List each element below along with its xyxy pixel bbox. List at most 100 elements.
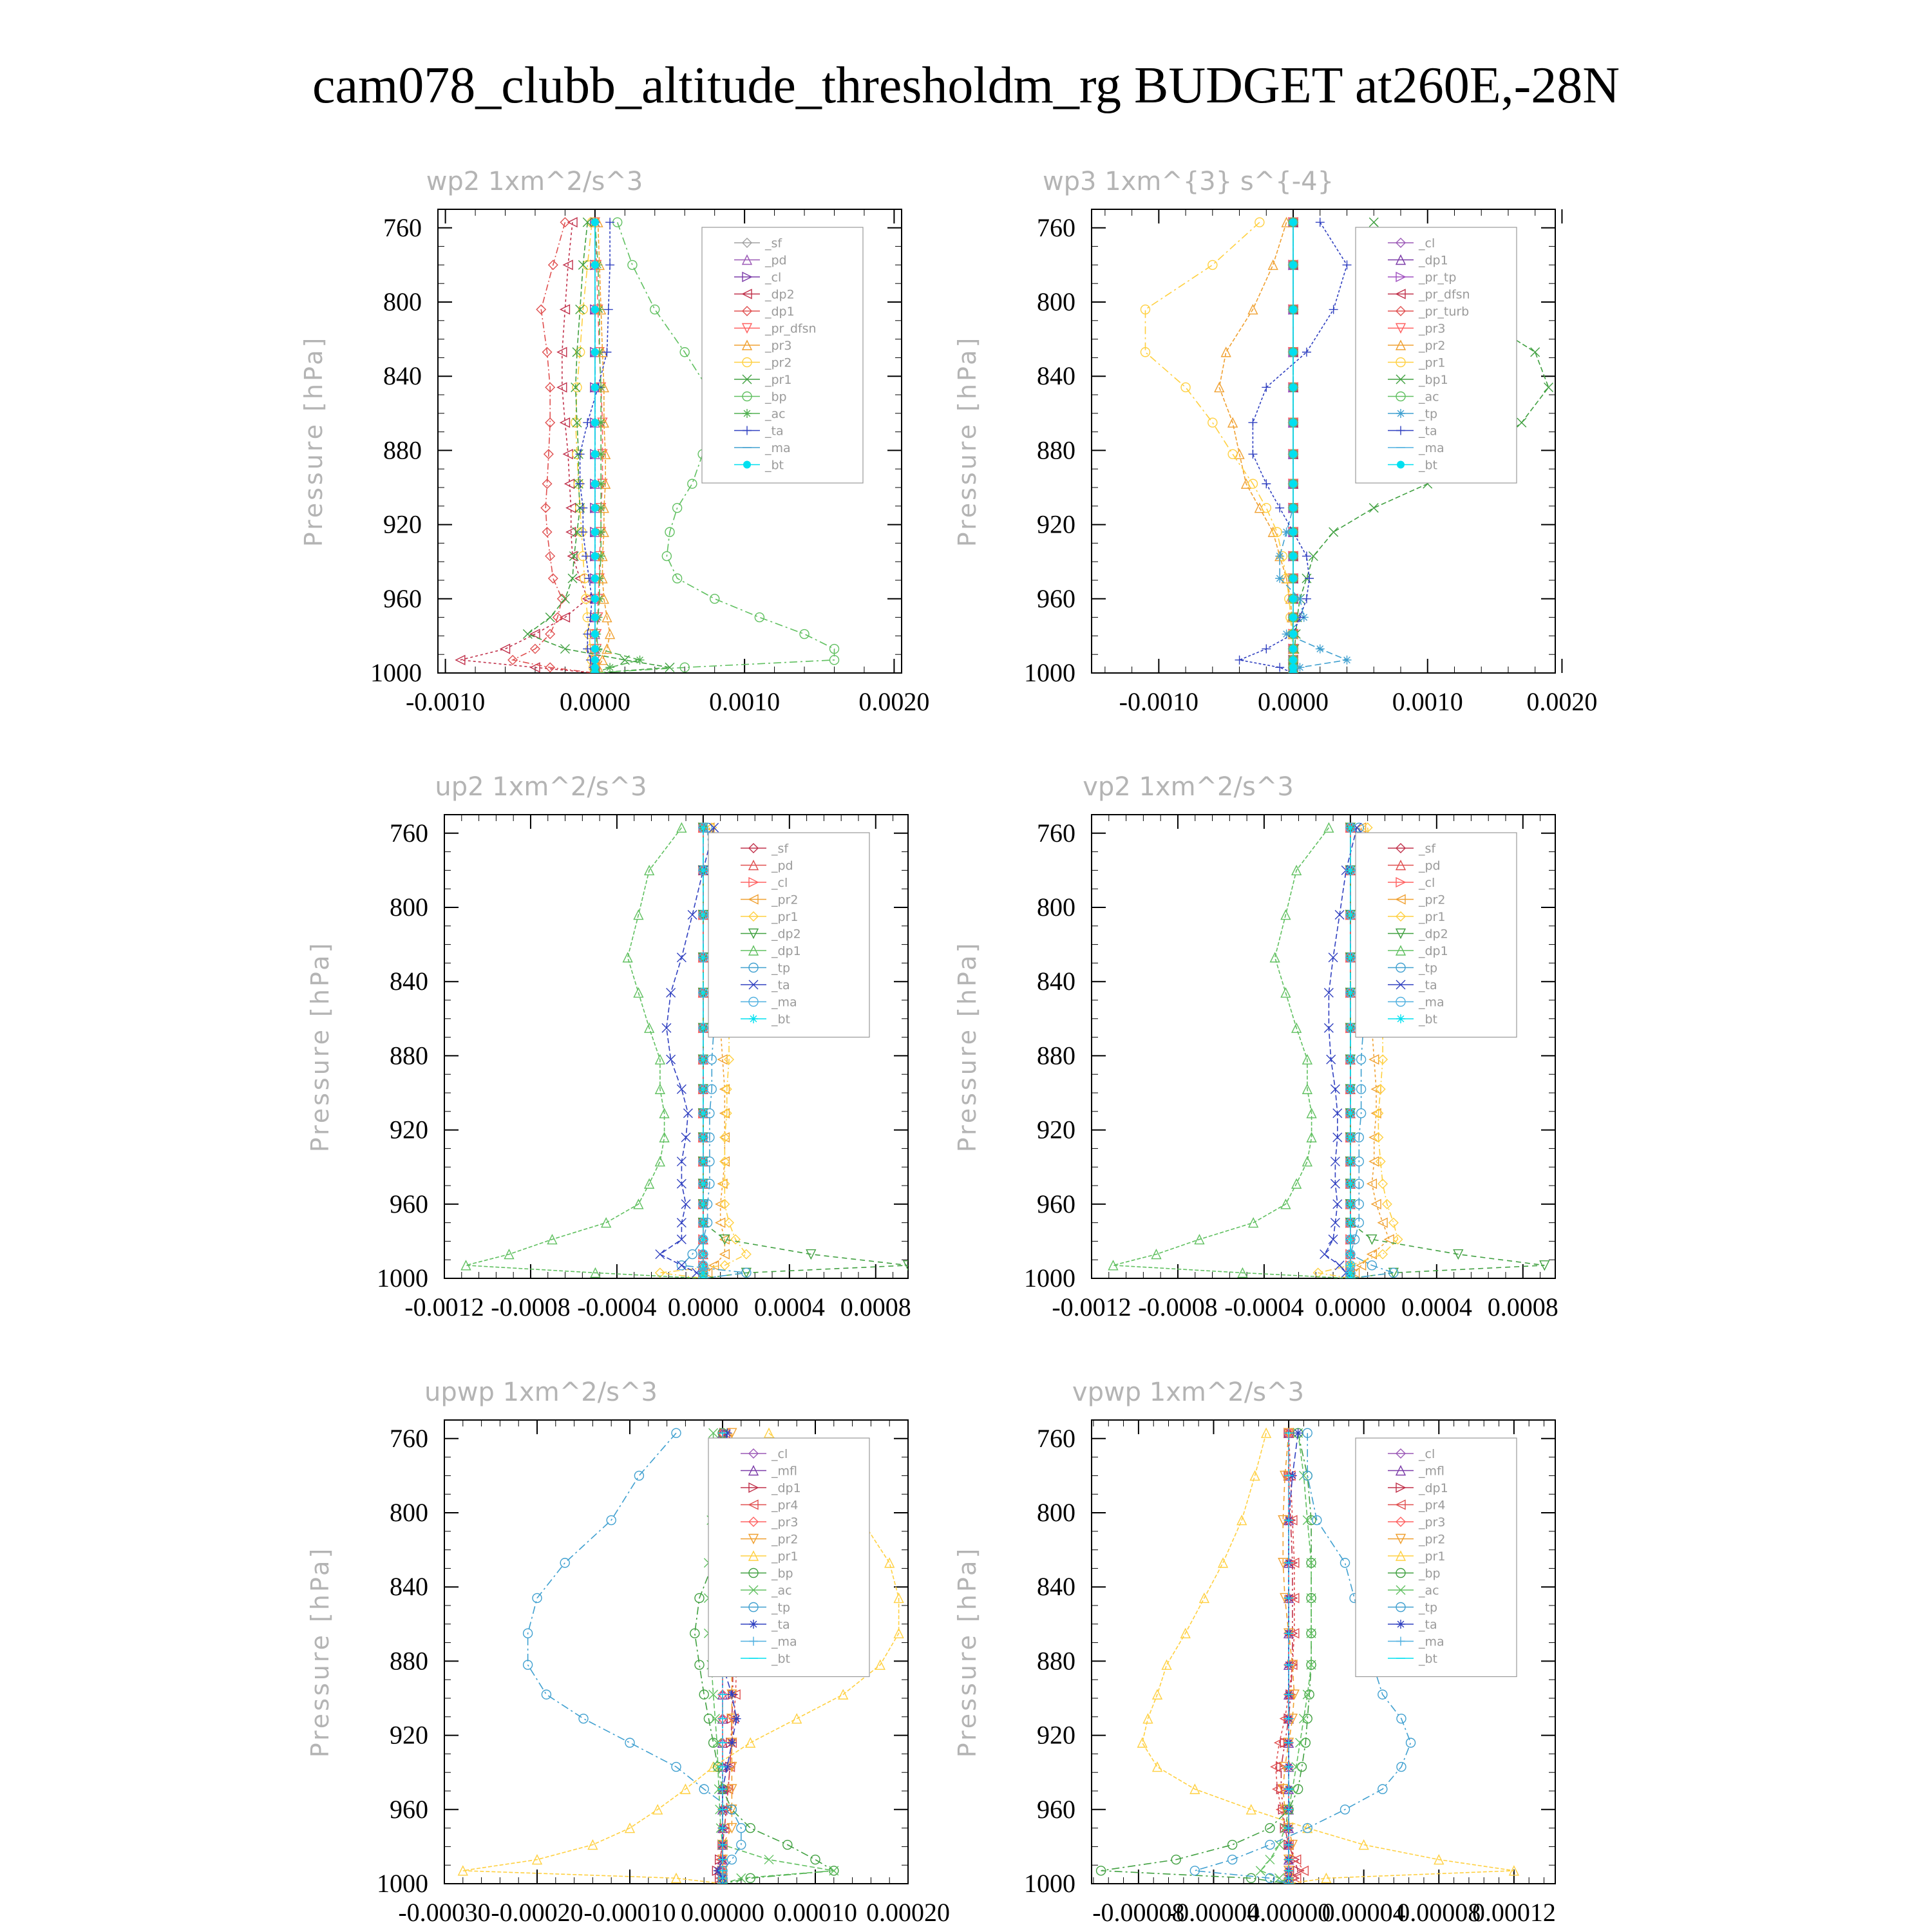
data-point: [679, 662, 690, 673]
data-point: [1345, 1055, 1355, 1065]
data-point: [730, 1234, 741, 1245]
data-point: [1332, 1132, 1343, 1142]
y-tick-label: 840: [1037, 361, 1075, 390]
data-point: [1302, 1054, 1313, 1065]
legend-marker: [1396, 1448, 1406, 1459]
data-point: [633, 987, 644, 998]
legend-label: _ta: [1418, 978, 1437, 992]
data-point: [1282, 629, 1291, 639]
legend-marker: [748, 859, 759, 871]
data-point: [1332, 1108, 1343, 1119]
data-point: [596, 503, 606, 513]
legend-marker: [748, 962, 759, 973]
data-point: [624, 1823, 636, 1833]
data-point: [676, 1179, 687, 1189]
data-point: [1306, 1132, 1317, 1142]
data-point: [569, 551, 579, 562]
x-tick-label: 0.0008: [1488, 1293, 1558, 1321]
data-point: [1262, 479, 1271, 489]
data-point: [1378, 1689, 1388, 1700]
data-point: [1328, 1235, 1338, 1245]
data-point: [661, 1023, 672, 1033]
data-point: [1289, 218, 1298, 227]
legend-marker: [1396, 1585, 1406, 1595]
data-point: [1302, 1083, 1313, 1094]
legend-label: _ac: [1418, 390, 1439, 404]
data-point: [1280, 987, 1291, 998]
data-point: [1227, 417, 1238, 428]
data-point: [698, 1268, 708, 1278]
x-tick-label: 0.00008: [1397, 1898, 1481, 1927]
legend-marker: [1395, 945, 1406, 956]
legend-marker: [748, 876, 759, 888]
data-point: [1236, 1514, 1247, 1526]
x-tick-label: -0.00004: [1168, 1898, 1260, 1927]
data-point: [1405, 1738, 1416, 1748]
data-point: [680, 1783, 691, 1794]
data-point: [726, 1804, 737, 1815]
data-point: [633, 1198, 644, 1209]
legend-marker: [1395, 1499, 1406, 1510]
figure-title: cam078_clubb_altitude_thresholdm_rg BUDG…: [312, 57, 1620, 114]
legend-marker: [1395, 339, 1406, 350]
data-point: [1227, 1839, 1238, 1850]
data-point: [1298, 1714, 1309, 1724]
data-point: [596, 527, 606, 537]
y-tick-label: 760: [383, 213, 422, 242]
data-point: [1237, 1267, 1248, 1278]
legend-box: [708, 1437, 870, 1678]
data-point: [726, 1854, 737, 1865]
data-point: [1289, 480, 1298, 488]
data-point: [1320, 1249, 1330, 1260]
x-tick-label: -0.00010: [583, 1898, 676, 1927]
y-tick-label: 920: [390, 1721, 428, 1750]
legend-label: _pr1: [1418, 1549, 1445, 1564]
y-tick-label: 800: [1037, 1498, 1075, 1527]
legend-marker: [1395, 1533, 1406, 1545]
data-point: [1289, 383, 1298, 392]
y-tick-label: 1000: [1024, 658, 1075, 687]
data-point: [1291, 1762, 1302, 1772]
data-point: [1280, 909, 1291, 920]
data-point: [1289, 348, 1298, 356]
legend-label: _pr1: [771, 910, 798, 924]
data-point: [556, 382, 567, 393]
legend-marker: [1396, 843, 1406, 853]
data-point: [1345, 1274, 1355, 1278]
data-point: [1151, 1689, 1163, 1700]
data-point: [698, 988, 708, 998]
data-point: [694, 1660, 705, 1670]
legend-marker: [742, 238, 752, 248]
data-point: [1095, 1866, 1106, 1876]
legend-label: _cl: [1418, 876, 1435, 890]
legend-marker: [748, 1448, 759, 1459]
legend-marker: [743, 426, 752, 435]
data-point: [672, 502, 683, 513]
data-point: [1248, 1217, 1259, 1228]
x-tick-label: 0.0010: [709, 687, 780, 716]
y-tick-label: 960: [390, 1795, 428, 1824]
legend-marker: [1396, 1602, 1406, 1613]
data-point: [633, 909, 644, 920]
data-point: [1265, 1855, 1275, 1865]
series-group: [1108, 822, 1550, 1278]
panel-up2: up2 1xm^2/s^3 Pressure [hPa] 760 800 840 880 9…: [306, 772, 911, 1321]
x-tick-label: 0.0020: [1526, 687, 1597, 716]
legend-marker: [1396, 1482, 1406, 1493]
data-point: [625, 1738, 635, 1748]
data-point: [1345, 1157, 1355, 1166]
series-group: [1095, 1427, 1520, 1884]
data-point: [676, 1084, 687, 1094]
data-point: [603, 305, 613, 314]
data-point: [1330, 1157, 1340, 1167]
data-point: [542, 346, 553, 357]
data-point: [545, 612, 555, 623]
data-point: [666, 987, 676, 998]
plot-frame: [437, 209, 902, 674]
data-point: [596, 450, 606, 459]
data-point: [1508, 1865, 1520, 1876]
data-point: [1434, 1853, 1444, 1865]
x-tick-label: -0.0010: [1119, 687, 1198, 716]
data-point: [718, 1879, 727, 1884]
data-point: [1220, 346, 1231, 357]
